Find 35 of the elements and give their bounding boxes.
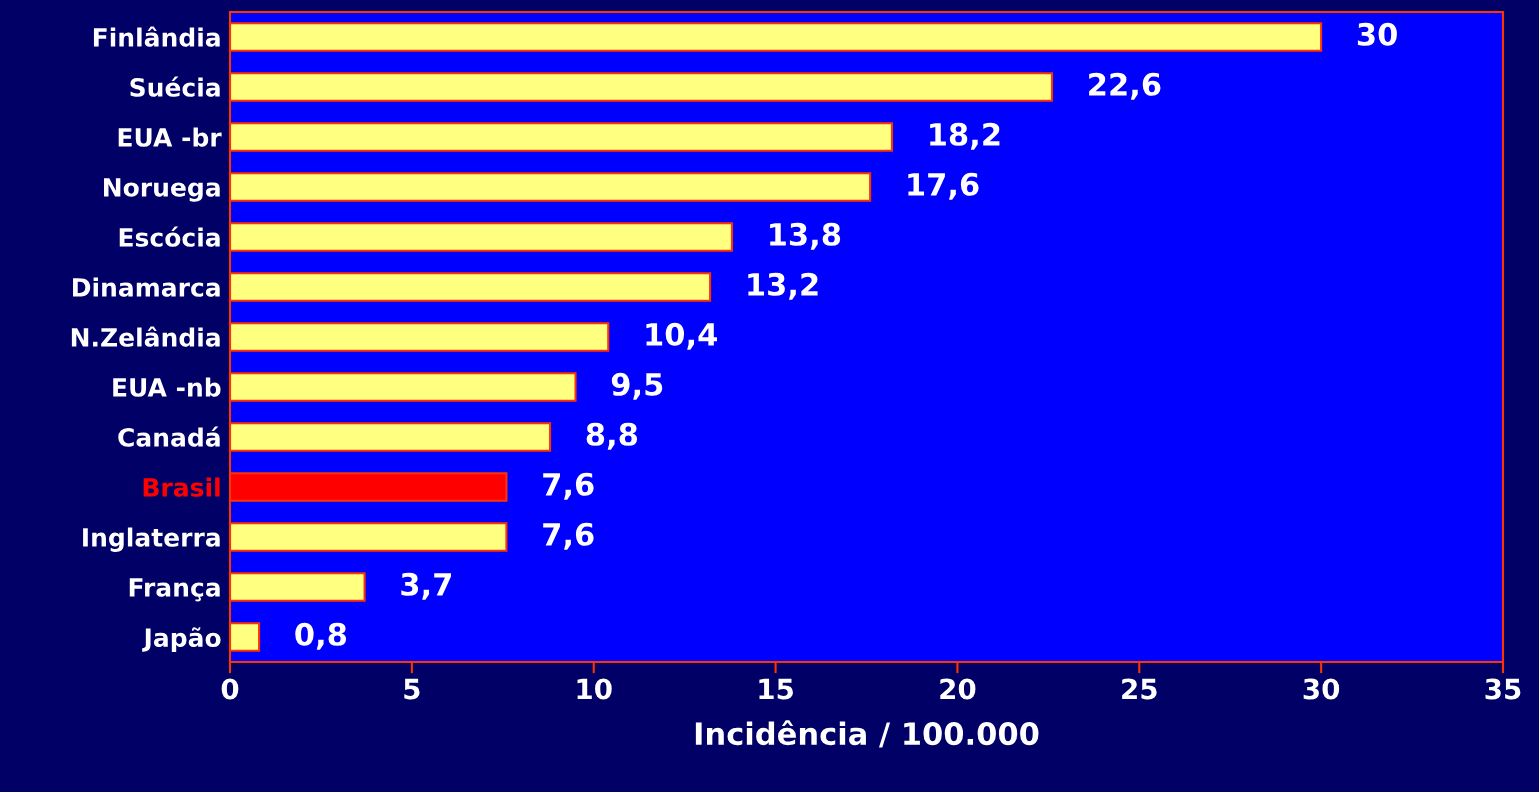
data-label: 7,6: [543, 472, 594, 500]
data-label: 13,2: [748, 272, 818, 300]
y-tick-label: Brasil: [143, 477, 220, 497]
y-tick-label: França: [129, 578, 220, 602]
y-tick-label: Japão: [142, 627, 221, 652]
x-tick-label: 30: [1303, 678, 1340, 700]
y-tick-label: EUA -nb: [113, 377, 221, 397]
data-label: 18,2: [930, 122, 1000, 150]
y-tick-label: EUA -br: [118, 127, 222, 147]
x-tick-label: 35: [1485, 678, 1521, 700]
data-label: 17,6: [908, 172, 979, 200]
y-tick-label: Dinamarca: [73, 277, 220, 297]
x-tick-label: 20: [940, 678, 976, 700]
data-label: 9,5: [611, 372, 663, 400]
data-label: 30: [1357, 22, 1397, 46]
y-tick-label: Finlândia: [93, 26, 220, 47]
y-tick-label: Canadá: [118, 426, 220, 447]
y-tick-label: Noruega: [104, 178, 220, 202]
data-label: 7,6: [543, 522, 594, 550]
data-label: 13,8: [770, 222, 841, 250]
y-tick-label: N.Zelândia: [71, 326, 220, 347]
y-tick-label: Inglaterra: [83, 527, 220, 552]
y-tick-label: Suécia: [130, 76, 220, 97]
data-label: 22,6: [1089, 72, 1161, 100]
y-tick-label: Escócia: [119, 226, 220, 247]
data-label: 8,8: [586, 422, 638, 450]
x-tick-label: 10: [577, 678, 612, 700]
x-axis-title: Incidência / 100.000: [695, 720, 1039, 748]
x-tick-label: 25: [1122, 678, 1157, 700]
x-tick-label: 0: [221, 678, 239, 700]
data-label: 10,4: [646, 322, 717, 350]
x-tick-label: 15: [759, 678, 793, 700]
x-tick-label: 5: [404, 678, 420, 700]
data-label: 3,7: [401, 572, 451, 600]
data-label: 0,8: [295, 622, 347, 650]
